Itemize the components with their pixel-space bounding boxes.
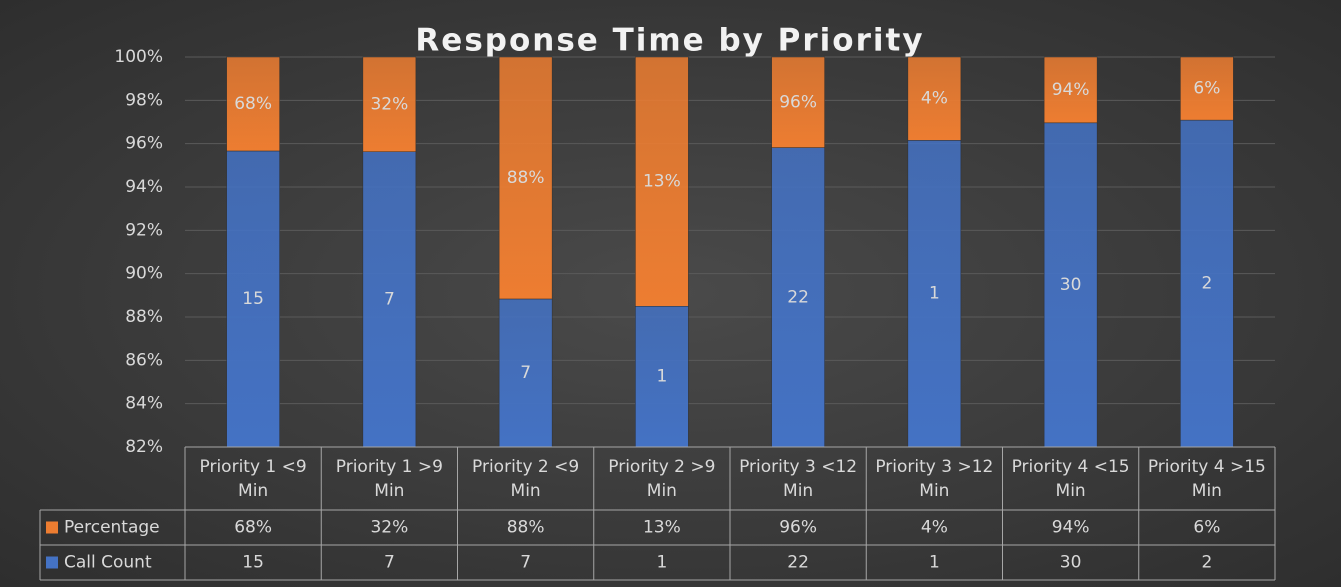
table-value: 1: [929, 553, 940, 573]
y-tick-label: 86%: [125, 350, 163, 370]
table-value: 32%: [370, 518, 408, 538]
table-value: 6%: [1193, 518, 1220, 538]
data-label: 94%: [1052, 80, 1090, 100]
data-label: 1: [656, 367, 667, 387]
bar-segment: [1043, 56, 1098, 124]
bar-segment: [907, 56, 962, 141]
y-tick-label: 98%: [125, 90, 163, 110]
bar-segment: [362, 151, 417, 448]
bar-segment: [1180, 119, 1234, 448]
data-label: 4%: [921, 89, 948, 109]
y-tick-label: 84%: [125, 394, 163, 414]
data-label: 15: [242, 289, 264, 309]
category-label: Priority 3 >12 Min: [875, 456, 994, 501]
category-label: Priority 2 >9 Min: [608, 456, 716, 501]
y-tick-label: 88%: [125, 307, 163, 327]
table-value: 7: [520, 553, 531, 573]
table-value: 2: [1201, 553, 1212, 573]
category-label: Priority 3 <12 Min: [739, 456, 858, 501]
y-tick-label: 90%: [125, 264, 163, 284]
category-label: Priority 4 >15 Min: [1147, 456, 1266, 501]
category-label: Priority 2 <9 Min: [472, 456, 580, 501]
data-label: 32%: [370, 94, 408, 114]
legend-swatch: [46, 521, 58, 534]
bar-segment: [1180, 56, 1234, 121]
bar-segment: [771, 147, 825, 448]
category-label: Priority 1 >9 Min: [335, 456, 443, 501]
table-value: 13%: [643, 518, 681, 538]
bar-segment: [498, 298, 553, 448]
data-label: 1: [929, 284, 940, 304]
data-label: 7: [384, 289, 395, 309]
y-tick-label: 82%: [125, 437, 163, 457]
bar-segment: [635, 56, 689, 307]
bar-segment: [498, 56, 553, 300]
bar-segment: [635, 306, 689, 448]
bar-segment: [771, 56, 825, 148]
table-value: 22: [787, 553, 809, 573]
legend-label: Call Count: [64, 553, 152, 573]
table-value: 68%: [234, 518, 272, 538]
data-label: 13%: [643, 172, 681, 192]
y-tick-label: 96%: [125, 134, 163, 154]
category-label: Priority 1 <9 Min: [199, 456, 307, 501]
y-tick-label: 94%: [125, 177, 163, 197]
legend-label: Percentage: [64, 518, 160, 538]
data-label: 30: [1060, 275, 1082, 295]
table-value: 30: [1060, 553, 1082, 573]
data-label: 7: [520, 363, 531, 383]
bar-segment: [226, 56, 280, 152]
category-label: Priority 4 <15 Min: [1011, 456, 1130, 501]
table-value: 96%: [779, 518, 817, 538]
bar-segment: [1043, 122, 1098, 448]
data-label: 22: [787, 287, 809, 307]
table-value: 88%: [507, 518, 545, 538]
bar-segment: [362, 56, 417, 152]
chart-title: Response Time by Priority: [415, 23, 924, 59]
bar-segment: [226, 150, 280, 448]
data-label: 96%: [779, 92, 817, 112]
data-label: 2: [1201, 274, 1212, 294]
data-label: 88%: [507, 168, 545, 188]
table-value: 7: [384, 553, 395, 573]
table-value: 1: [656, 553, 667, 573]
data-label: 6%: [1193, 79, 1220, 99]
table-value: 15: [242, 553, 264, 573]
data-label: 68%: [234, 94, 272, 114]
table-value: 94%: [1052, 518, 1090, 538]
y-tick-label: 100%: [114, 47, 163, 67]
table-value: 4%: [921, 518, 948, 538]
bar-segment: [907, 140, 962, 448]
y-tick-label: 92%: [125, 220, 163, 240]
legend-swatch: [46, 556, 58, 569]
